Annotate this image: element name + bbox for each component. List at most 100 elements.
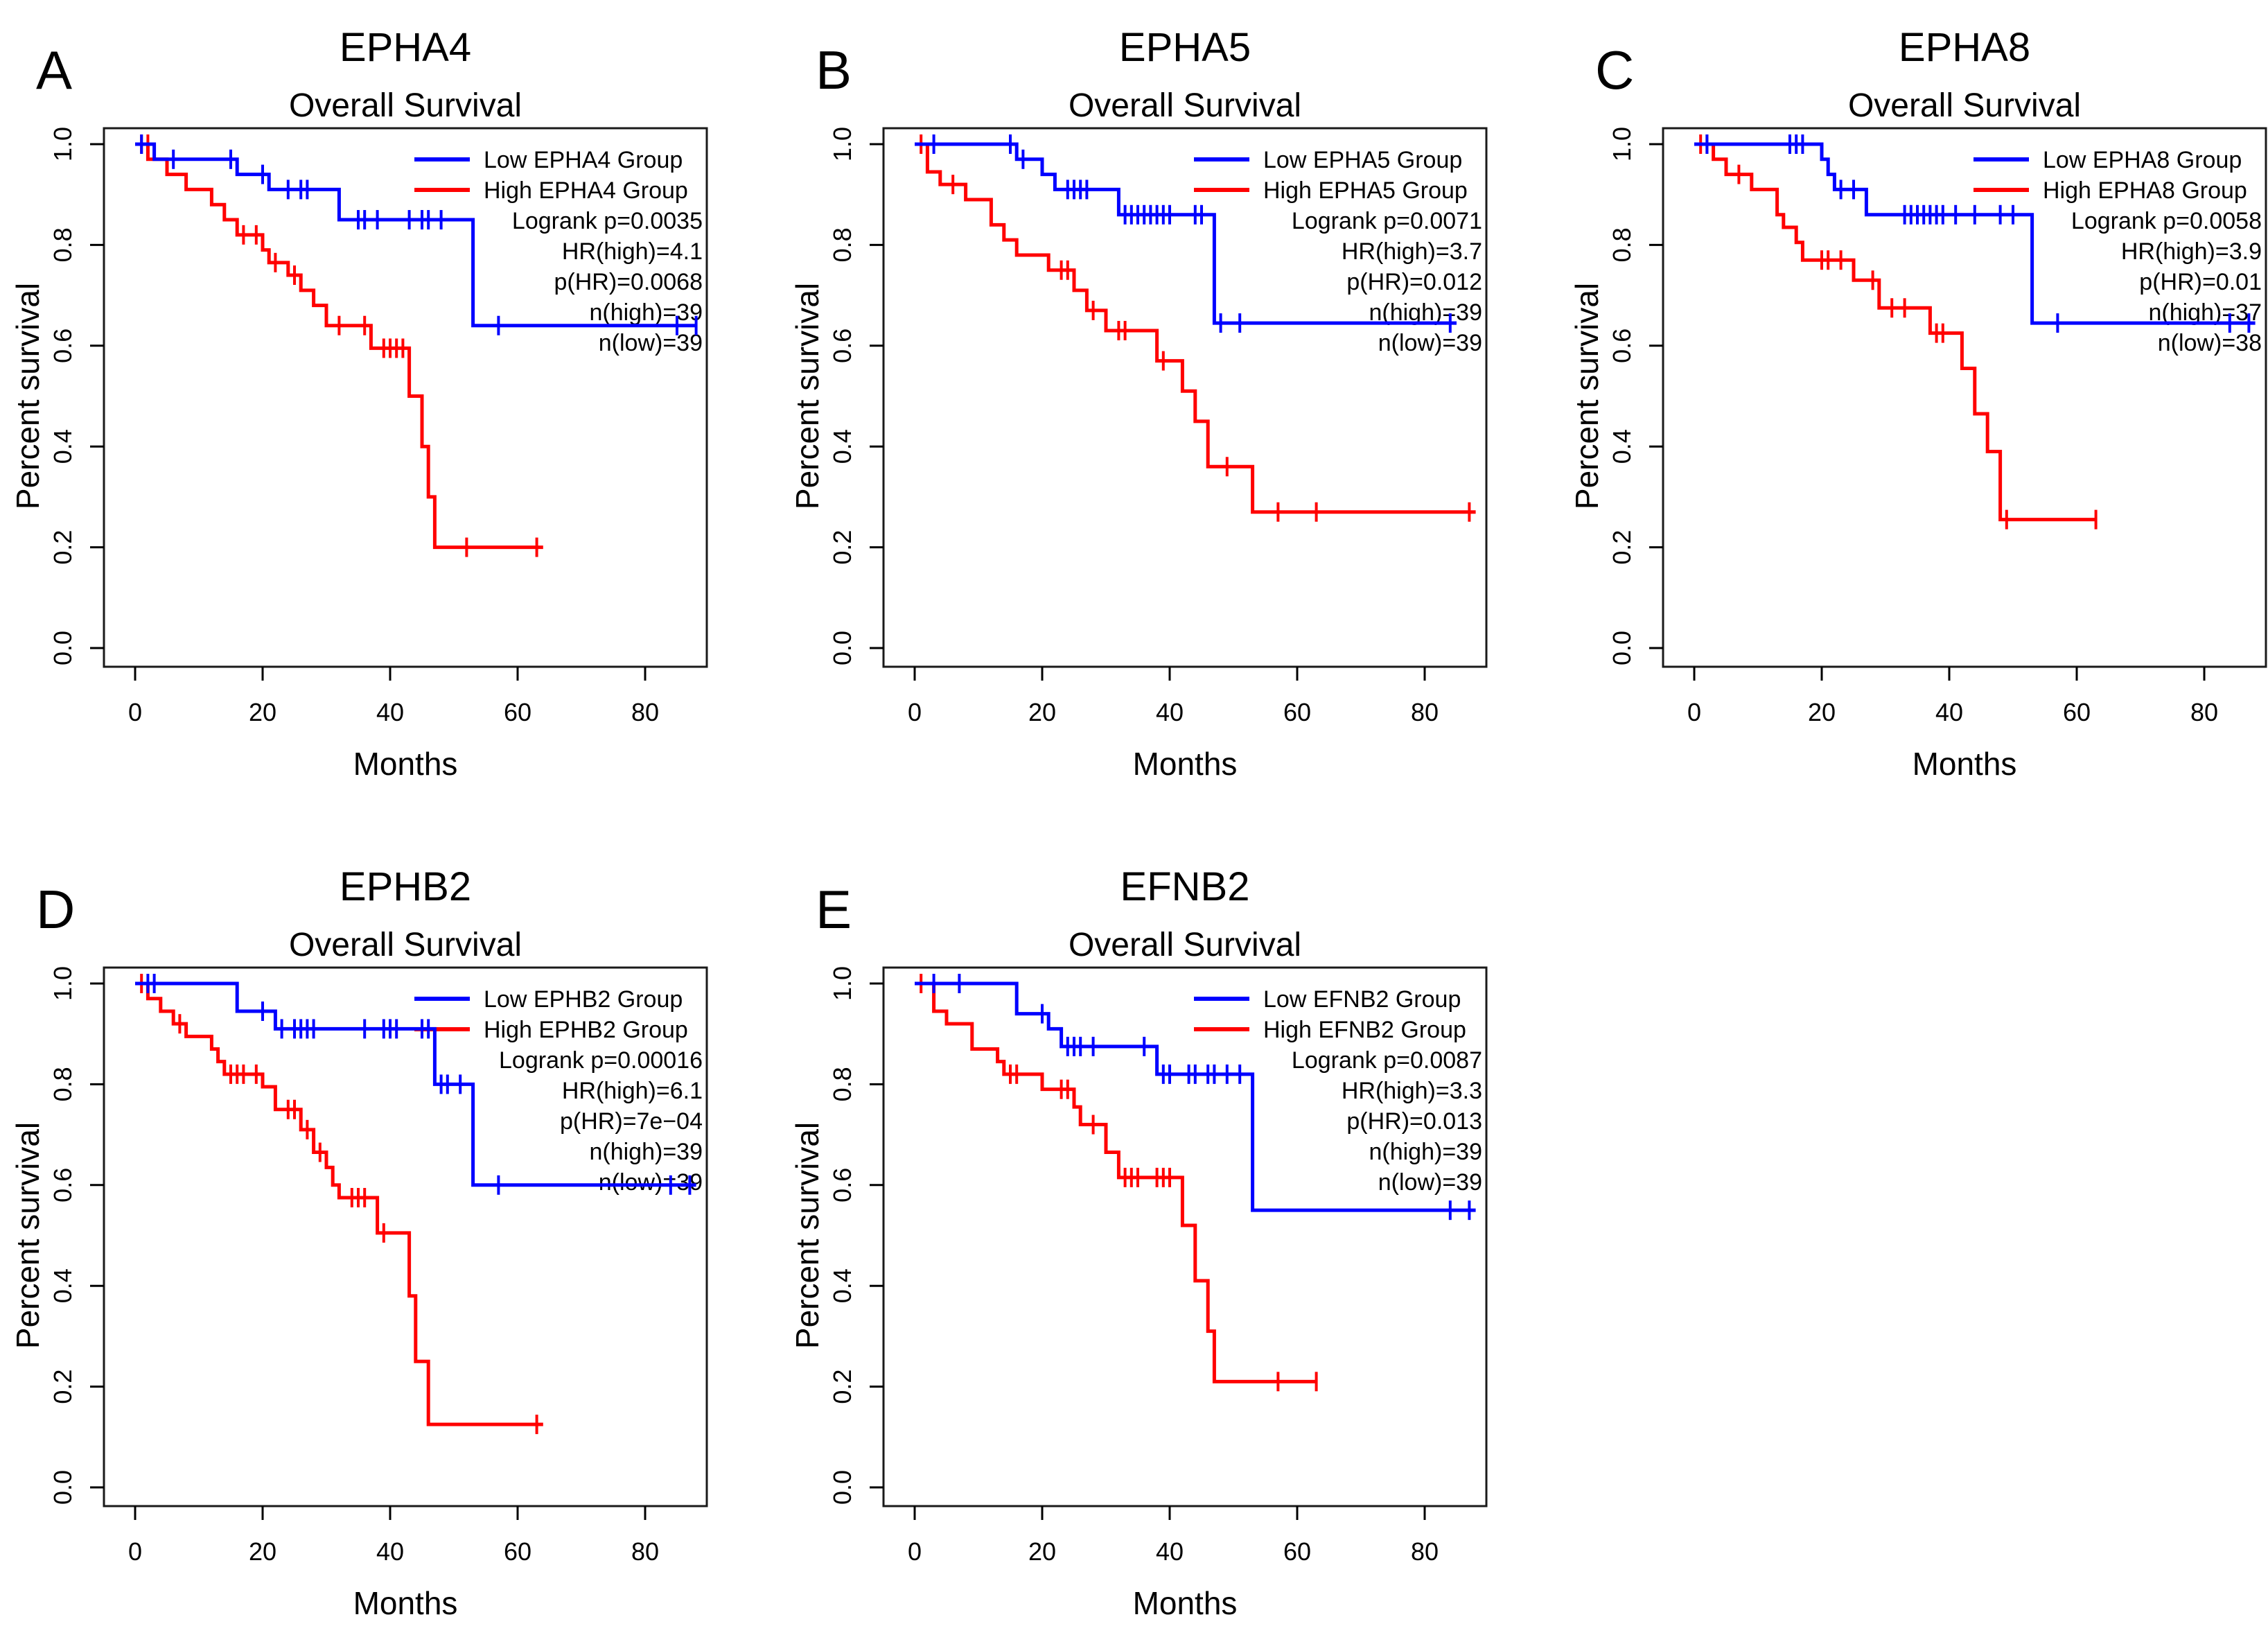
stat-line: p(HR)=7e−04 — [560, 1108, 703, 1135]
plot-box — [882, 966, 1488, 1507]
gene-title: EPHB2 — [340, 864, 471, 909]
y-tick-label: 1.0 — [828, 966, 856, 1001]
high-group-curve — [1694, 142, 2096, 522]
y-tick-label: 1.0 — [828, 127, 856, 161]
y-tick-label: 0.6 — [1608, 329, 1636, 363]
stat-line: n(low)=38 — [2158, 330, 2262, 356]
x-tick-label: 20 — [1808, 698, 1836, 726]
low-group-curve — [915, 981, 1476, 1212]
y-tick-label: 0.2 — [49, 530, 77, 565]
x-tick-label: 0 — [908, 698, 922, 726]
low-group-curve — [915, 142, 1457, 325]
y-tick-label: 1.0 — [49, 127, 77, 161]
y-tick-label: 0.6 — [828, 1168, 856, 1203]
plot-box — [882, 127, 1488, 668]
stat-line: Logrank p=0.0035 — [512, 208, 703, 234]
x-tick-label: 60 — [504, 698, 531, 726]
low-group-curve — [135, 981, 696, 1187]
x-tick-label: 0 — [1687, 698, 1701, 726]
gene-title: EPHA4 — [340, 25, 471, 70]
y-axis-label: Percent survival — [1569, 283, 1605, 509]
stat-line: HR(high)=3.3 — [1342, 1078, 1482, 1104]
x-axis-label: Months — [353, 1585, 458, 1621]
y-tick-label: 0.8 — [1608, 227, 1636, 262]
low-group-curve — [1694, 142, 2256, 325]
x-tick-label: 80 — [631, 698, 659, 726]
x-axis-label: Months — [353, 746, 458, 782]
y-axis-label: Percent survival — [789, 283, 825, 509]
legend-label-low: Low EFNB2 Group — [1263, 986, 1461, 1013]
y-tick-label: 0.2 — [828, 1370, 856, 1404]
low-group-curve — [135, 142, 696, 328]
y-tick-label: 0.0 — [828, 631, 856, 665]
stat-line: p(HR)=0.0068 — [554, 269, 703, 295]
high-group-curve — [915, 981, 1317, 1383]
panel-epha4: A EPHA4 Overall Survival 0 20 40 60 80 0.0 0.2 0.4… — [10, 25, 708, 782]
x-tick-label: 40 — [376, 698, 404, 726]
y-tick-label: 0.8 — [828, 227, 856, 262]
y-tick-label: 0.0 — [828, 1470, 856, 1505]
x-axis-label: Months — [1913, 746, 2017, 782]
y-tick-label: 0.8 — [49, 227, 77, 262]
x-tick-label: 20 — [1028, 698, 1056, 726]
stat-line: Logrank p=0.0058 — [2071, 208, 2262, 234]
panel-epha5: B EPHA5 Overall Survival 0 20 40 60 80 0.0 0.2 0.4… — [789, 25, 1488, 782]
x-tick-label: 60 — [1283, 698, 1311, 726]
plot-box — [103, 966, 708, 1507]
x-tick-label: 60 — [1283, 1537, 1311, 1566]
x-axis-label: Months — [1133, 1585, 1238, 1621]
panel-efnb2: E EFNB2 Overall Survival 0 20 40 60 80 0.0 0.2 0.4… — [789, 864, 1488, 1621]
legend-label-high: High EPHA5 Group — [1263, 177, 1468, 204]
plot-subtitle: Overall Survival — [1848, 87, 2081, 124]
x-tick-label: 80 — [631, 1537, 659, 1566]
x-tick-label: 60 — [504, 1537, 531, 1566]
y-tick-label: 0.8 — [49, 1067, 77, 1101]
y-tick-label: 0.4 — [828, 429, 856, 464]
panel-letter: A — [36, 40, 72, 100]
x-tick-label: 0 — [128, 1537, 142, 1566]
stat-line: Logrank p=0.0087 — [1292, 1047, 1482, 1074]
legend-label-low: Low EPHB2 Group — [484, 986, 683, 1013]
y-axis-label: Percent survival — [10, 283, 46, 509]
y-tick-label: 0.0 — [49, 1470, 77, 1505]
stat-line: HR(high)=6.1 — [562, 1078, 703, 1104]
gene-title: EPHA8 — [1899, 25, 2030, 70]
high-group-curve — [135, 981, 543, 1426]
stat-line: n(low)=39 — [599, 1169, 703, 1196]
stat-line: n(low)=39 — [599, 330, 703, 356]
y-tick-label: 0.0 — [49, 631, 77, 665]
x-tick-label: 40 — [376, 1537, 404, 1566]
x-tick-label: 80 — [2190, 698, 2218, 726]
panel-letter: E — [816, 879, 852, 940]
high-group-curve — [915, 142, 1476, 514]
legend-label-high: High EPHB2 Group — [484, 1017, 688, 1043]
stat-line: Logrank p=0.0071 — [1292, 208, 1482, 234]
stat-line: HR(high)=3.7 — [1342, 238, 1482, 265]
stat-line: p(HR)=0.013 — [1346, 1108, 1482, 1135]
legend-label-low: Low EPHA4 Group — [484, 147, 683, 173]
legend-label-high: High EPHA4 Group — [484, 177, 688, 204]
high-group-curve — [135, 142, 543, 550]
panel-letter: C — [1595, 40, 1634, 100]
y-tick-label: 0.2 — [828, 530, 856, 565]
x-tick-label: 40 — [1935, 698, 1963, 726]
x-tick-label: 40 — [1156, 1537, 1184, 1566]
y-tick-label: 1.0 — [1608, 127, 1636, 161]
x-tick-label: 80 — [1411, 698, 1439, 726]
x-tick-label: 20 — [249, 698, 276, 726]
y-tick-label: 0.8 — [828, 1067, 856, 1101]
y-tick-label: 0.4 — [828, 1268, 856, 1303]
y-tick-label: 0.4 — [49, 1268, 77, 1303]
y-tick-label: 0.6 — [49, 1168, 77, 1203]
stat-line: HR(high)=4.1 — [562, 238, 703, 265]
plot-subtitle: Overall Survival — [289, 87, 522, 124]
legend-label-high: High EPHA8 Group — [2043, 177, 2247, 204]
stat-line: n(high)=39 — [1369, 1139, 1482, 1165]
x-axis-label: Months — [1133, 746, 1238, 782]
y-axis-label: Percent survival — [10, 1122, 46, 1349]
y-tick-label: 1.0 — [49, 966, 77, 1001]
plot-box — [1662, 127, 2267, 668]
x-tick-label: 80 — [1411, 1537, 1439, 1566]
stat-line: n(high)=39 — [589, 299, 703, 326]
x-tick-label: 20 — [249, 1537, 276, 1566]
